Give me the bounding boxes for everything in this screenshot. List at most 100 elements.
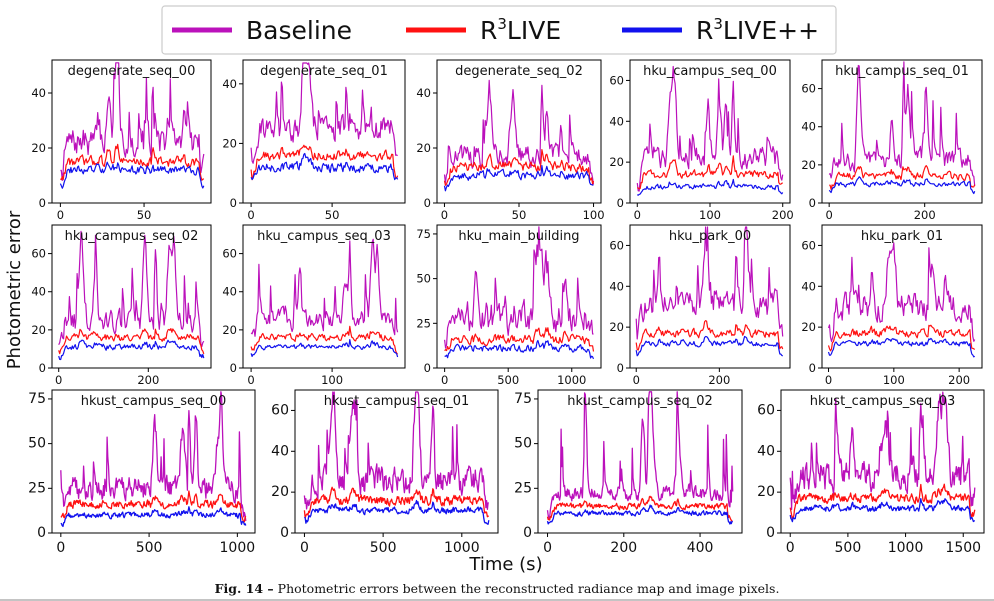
axes-frame <box>780 389 985 534</box>
subplot-title: degenerate_seq_00 <box>68 64 196 79</box>
series-line-r3live <box>829 165 976 190</box>
legend-r3livepp-label: R3LIVE++ <box>696 15 819 45</box>
series-line-r3livepp <box>250 339 399 358</box>
subplot-title: degenerate_seq_01 <box>260 64 388 79</box>
series-line-r3livepp <box>828 176 976 195</box>
legend-r3live-label-base: R <box>480 16 497 45</box>
caption-text: Photometric errors between the reconstru… <box>278 581 780 596</box>
subplot-title: hku_campus_seq_01 <box>835 64 969 79</box>
subplot-hkust_campus_seq_00: hkust_campus_seq_00 0 500 1000 0 25 50 75 <box>28 389 256 556</box>
axes-frame <box>436 59 602 204</box>
y-tick-label: 0 <box>424 361 431 375</box>
series-line-r3live <box>58 328 205 355</box>
x-tick-label: 0 <box>247 208 254 222</box>
x-tick-label: 500 <box>835 540 862 556</box>
series-line-r3live <box>303 486 489 519</box>
x-tick-label: 200 <box>137 373 159 387</box>
y-tick-label: 60 <box>801 238 816 252</box>
axes-frame <box>51 389 256 534</box>
series-line-r3live <box>60 490 247 523</box>
y-tick-label: 60 <box>801 82 816 96</box>
y-tick-label: 0 <box>617 196 624 210</box>
subplot-title: hkust_campus_seq_01 <box>324 394 470 409</box>
x-tick-label: 0 <box>247 373 254 387</box>
y-tick-label: 0 <box>280 525 289 541</box>
y-tick-label: 40 <box>31 86 46 100</box>
subplot-title: hkust_campus_seq_03 <box>810 394 956 409</box>
x-tick-label: 100 <box>321 373 343 387</box>
series-line-r3livepp <box>444 339 595 360</box>
y-tick-label: 0 <box>39 196 46 210</box>
axes-frame <box>242 224 406 369</box>
series-line-baseline <box>636 65 784 192</box>
subplot-hkust_campus_seq_03: hkust_campus_seq_03 0 500 1000 1500 0 20 40 60 <box>757 389 985 556</box>
caption: Fig. 14 – Photometric errors between the … <box>215 581 780 596</box>
x-tick-label: 0 <box>441 373 448 387</box>
x-tick-label: 100 <box>699 208 721 222</box>
x-tick-label: 400 <box>687 540 714 556</box>
legend-r3livepp-label-base: R <box>696 16 713 45</box>
y-tick-label: 60 <box>609 73 624 87</box>
x-tick-label: 200 <box>708 373 730 387</box>
series-line-baseline <box>546 391 734 520</box>
x-tick-label: 0 <box>633 373 640 387</box>
subplot-degenerate_seq_02: degenerate_seq_02 0 50 100 0 20 40 <box>416 59 605 222</box>
series-line-r3livepp <box>60 506 247 528</box>
y-tick-label: 20 <box>31 141 46 155</box>
legend-r3live-label-sup: 3 <box>497 15 507 33</box>
x-tick-label: 1000 <box>444 540 480 556</box>
subplot-degenerate_seq_01: degenerate_seq_01 0 50 0 20 40 <box>222 59 406 222</box>
axes-frame <box>51 224 212 369</box>
legend-r3live-label: R3LIVE <box>480 15 561 45</box>
legend-frame <box>161 5 837 55</box>
series-line-r3livepp <box>789 497 976 523</box>
subplot-hku_park_00: hku_park_00 0 200 0 20 40 60 <box>609 224 791 387</box>
subplot-title: hku_campus_seq_00 <box>643 64 777 79</box>
series-line-r3live <box>827 324 976 352</box>
series-line-baseline <box>250 238 399 337</box>
x-tick-label: 500 <box>136 540 163 556</box>
series-line-r3live <box>637 155 783 190</box>
series-line-baseline <box>789 391 976 510</box>
y-tick-label: 40 <box>31 285 46 299</box>
x-tick-label: 500 <box>497 373 519 387</box>
y-tick-label: 0 <box>37 525 46 541</box>
y-tick-label: 50 <box>514 436 532 452</box>
x-tick-label: 0 <box>57 208 64 222</box>
y-tick-label: 20 <box>801 158 816 172</box>
y-tick-label: 40 <box>416 86 431 100</box>
x-tick-label: 100 <box>883 373 905 387</box>
y-tick-label: 40 <box>222 285 237 299</box>
x-tick-label: 500 <box>370 540 397 556</box>
axes-frame <box>821 224 983 369</box>
subplot-degenerate_seq_00: degenerate_seq_00 0 50 0 20 40 <box>31 59 212 222</box>
series-line-r3live <box>250 144 399 181</box>
y-tick-label: 20 <box>801 320 816 334</box>
series-line-baseline <box>635 226 784 340</box>
series-line-r3livepp <box>303 499 490 525</box>
y-tick-label: 20 <box>609 155 624 169</box>
y-tick-label: 60 <box>222 247 237 261</box>
subplot-hku_campus_seq_01: hku_campus_seq_01 0 200 0 20 40 60 <box>801 59 983 222</box>
series-line-r3livepp <box>827 337 976 358</box>
y-tick-label: 60 <box>757 402 775 418</box>
subplot-title: hku_campus_seq_02 <box>65 229 199 244</box>
x-tick-label: 1000 <box>888 540 924 556</box>
series-line-r3live <box>546 495 733 522</box>
x-tick-label: 100 <box>583 208 605 222</box>
series-line-baseline <box>303 391 489 510</box>
series-line-r3live <box>444 327 595 352</box>
series-line-r3livepp <box>635 335 784 357</box>
x-tick-label: 200 <box>772 208 794 222</box>
axes-frame <box>242 59 406 204</box>
axes-frame <box>821 59 983 204</box>
y-tick-label: 20 <box>222 323 237 337</box>
x-tick-label: 1000 <box>220 540 256 556</box>
y-tick-label: 60 <box>609 238 624 252</box>
series-line-baseline <box>60 391 247 521</box>
x-tick-label: 0 <box>300 540 309 556</box>
x-tick-label: 0 <box>56 540 65 556</box>
y-tick-label: 40 <box>801 279 816 293</box>
axes-frame <box>51 59 212 204</box>
subplot-title: degenerate_seq_02 <box>455 64 583 79</box>
